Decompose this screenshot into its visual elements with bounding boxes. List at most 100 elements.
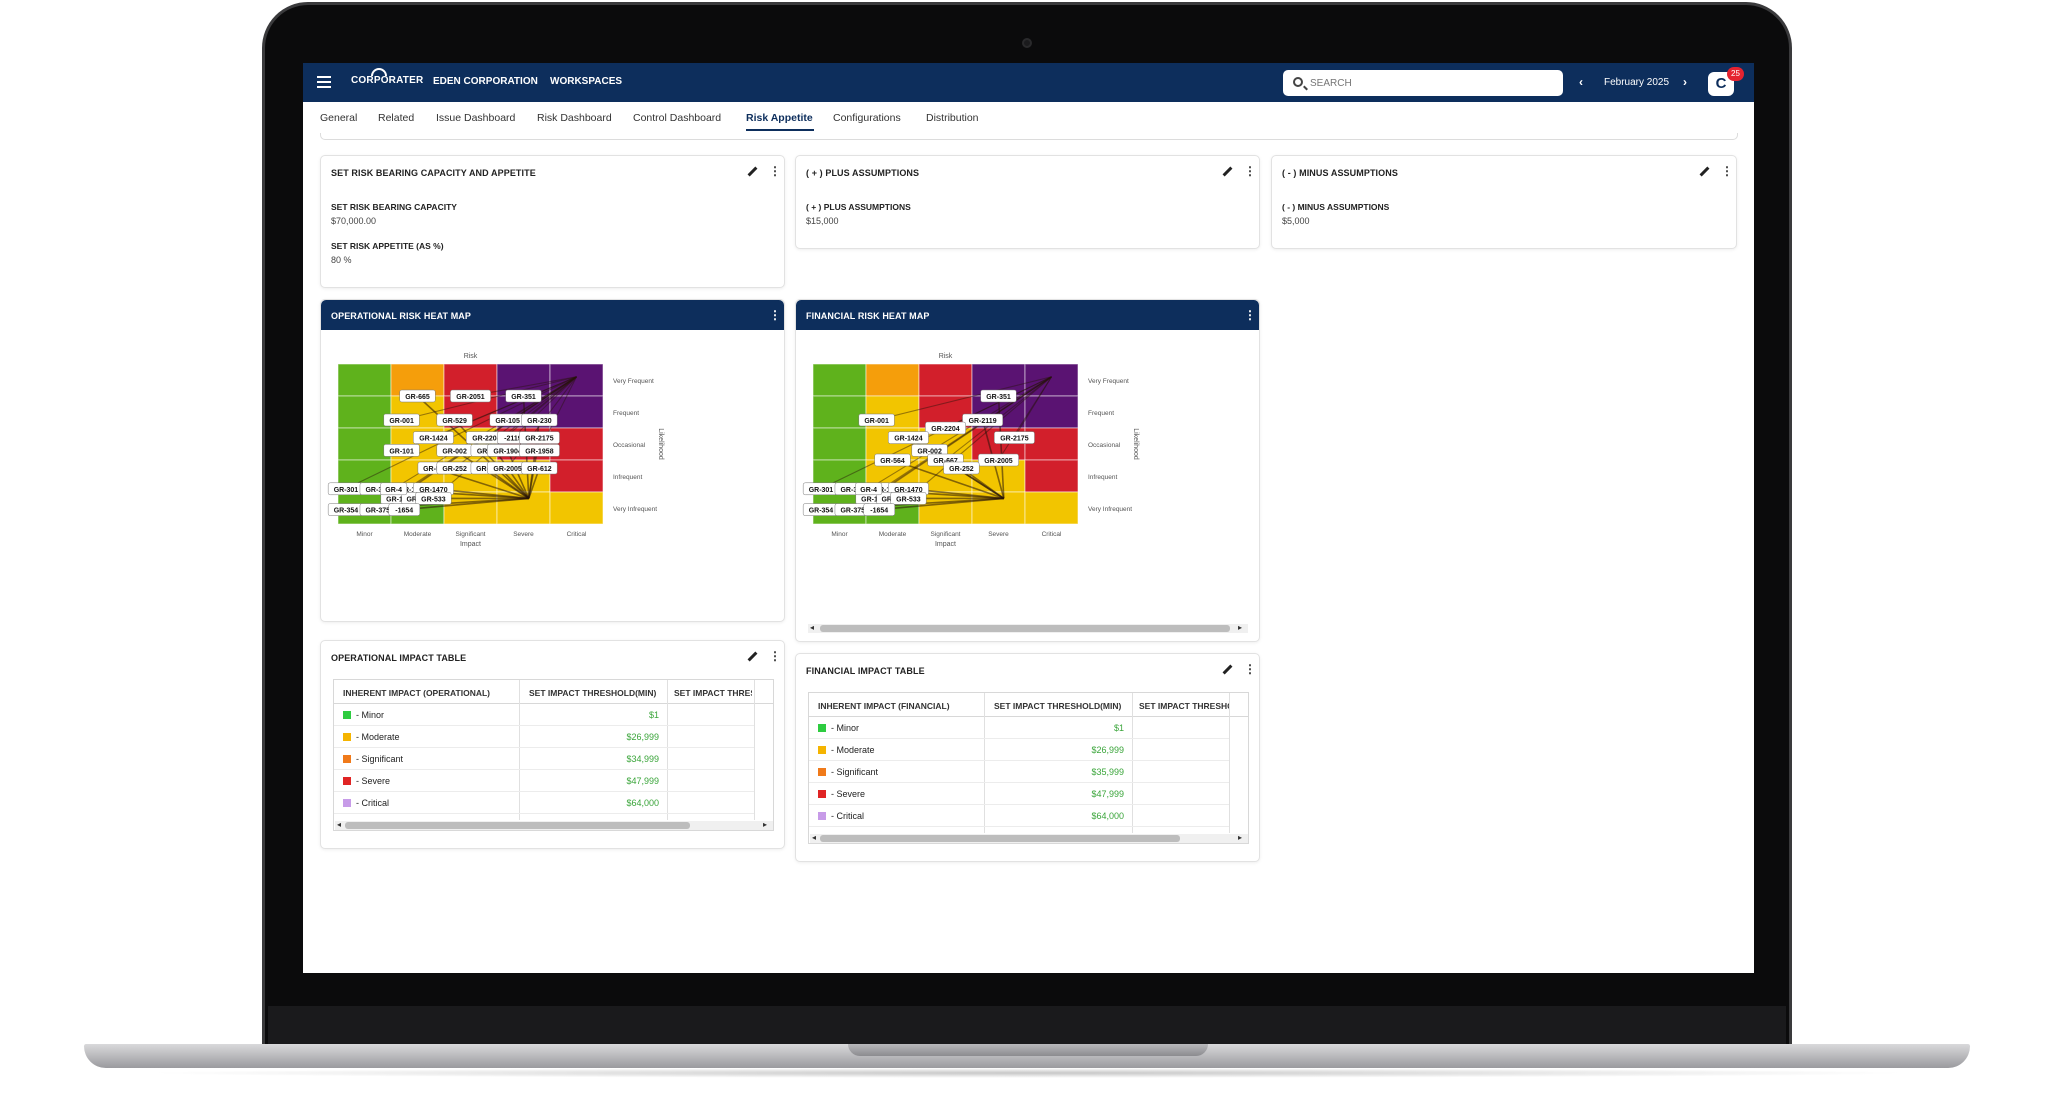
impact-threshold-value: $64,000 xyxy=(1091,811,1124,821)
card-title: FINANCIAL IMPACT TABLE xyxy=(806,666,925,676)
impact-name: - Minor xyxy=(831,723,860,733)
y-tick-label: Frequent xyxy=(613,410,639,417)
search-box[interactable] xyxy=(1283,70,1563,96)
impact-threshold-value: $35,999 xyxy=(1091,767,1124,777)
active-tab-indicator xyxy=(746,129,814,131)
table-row[interactable]: - Severe $47,999 xyxy=(809,783,1229,805)
risk-label: GR-2175 xyxy=(525,436,554,443)
table-row[interactable]: - Critical $64,000 xyxy=(809,805,1229,827)
risk-label: GR-375 xyxy=(840,508,865,515)
risk-label-box xyxy=(399,389,436,403)
more-options-icon[interactable]: ⋮ xyxy=(769,649,781,663)
scrollbar-thumb[interactable] xyxy=(820,625,1230,632)
edit-pencil-icon[interactable] xyxy=(1221,664,1231,674)
risk-label: GR-1470 xyxy=(419,487,448,494)
impact-name: - Moderate xyxy=(356,732,400,742)
risk-label-box xyxy=(380,482,408,496)
previous-period-chevron-icon[interactable]: ‹ xyxy=(1579,75,1583,89)
risk-label: GR-252 xyxy=(949,466,974,473)
impact-threshold-value: $47,999 xyxy=(1091,789,1124,799)
risk-label: GR-354 xyxy=(809,508,834,515)
scroll-left-icon[interactable]: ◂ xyxy=(337,820,342,829)
search-input[interactable] xyxy=(1310,74,1550,92)
heatmap-cell xyxy=(549,363,604,397)
table-row[interactable]: - Severe $47,999 xyxy=(334,770,754,792)
avatar[interactable]: C xyxy=(1708,72,1734,96)
table-row[interactable]: - Minor $1 xyxy=(809,717,1229,739)
scrollbar-thumb[interactable] xyxy=(820,835,1180,842)
column-header[interactable]: SET IMPACT THRESHOLD(MIN) xyxy=(529,688,657,698)
y-tick-label: Infrequent xyxy=(613,474,642,481)
edit-pencil-icon[interactable] xyxy=(1698,166,1708,176)
scroll-right-icon[interactable]: ▸ xyxy=(1238,623,1243,632)
impact-threshold-value: $26,999 xyxy=(1091,745,1124,755)
menu-icon[interactable] xyxy=(317,76,331,88)
table-row[interactable]: - Significant $35,999 xyxy=(809,761,1229,783)
column-header[interactable]: SET IMPACT THRES xyxy=(674,688,752,698)
more-options-icon[interactable]: ⋮ xyxy=(1244,308,1256,322)
column-header[interactable]: SET IMPACT THRESHC xyxy=(1139,701,1229,711)
more-options-icon[interactable]: ⋮ xyxy=(769,164,781,178)
x-tick-label: Moderate xyxy=(404,531,432,538)
more-options-icon[interactable]: ⋮ xyxy=(1244,164,1256,178)
heatmap-cell xyxy=(337,427,392,461)
workspaces-link[interactable]: WORKSPACES xyxy=(550,76,623,87)
tab-configurations[interactable]: Configurations xyxy=(833,112,901,124)
tab-issue-dashboard[interactable]: Issue Dashboard xyxy=(436,112,516,124)
table-row[interactable]: - Critical $64,000 xyxy=(334,792,754,814)
edit-pencil-icon[interactable] xyxy=(746,651,756,661)
column-header[interactable]: SET IMPACT THRESHOLD(MIN) xyxy=(994,701,1122,711)
risk-label-box xyxy=(383,444,420,457)
table-horizontal-scrollbar[interactable]: ◂ ▸ xyxy=(335,820,773,830)
x-tick-label: Minor xyxy=(831,531,848,538)
column-header[interactable]: INHERENT IMPACT (FINANCIAL) xyxy=(818,701,950,711)
brand-logo[interactable]: CORPORATER xyxy=(351,75,424,86)
next-period-chevron-icon[interactable]: › xyxy=(1683,75,1687,89)
impact-color-swatch xyxy=(818,724,826,732)
risk-label-box xyxy=(413,431,454,444)
risk-label: GR-1424 xyxy=(419,436,448,443)
period-selector[interactable]: February 2025 xyxy=(1604,77,1670,88)
table-row[interactable]: - Minor $1 xyxy=(334,704,754,726)
tab-risk-appetite[interactable]: Risk Appetite xyxy=(746,112,813,124)
scroll-left-icon[interactable]: ◂ xyxy=(810,623,815,632)
card-title: ( - ) MINUS ASSUMPTIONS xyxy=(1282,168,1398,178)
scroll-right-icon[interactable]: ▸ xyxy=(1238,833,1243,842)
tab-control-dashboard[interactable]: Control Dashboard xyxy=(633,112,722,124)
more-options-icon[interactable]: ⋮ xyxy=(1721,164,1733,178)
risk-label: GR-2204 xyxy=(472,436,501,443)
heatmap-cell xyxy=(1024,491,1079,525)
table-row[interactable]: - Significant $34,999 xyxy=(334,748,754,770)
tab-risk-dashboard[interactable]: Risk Dashboard xyxy=(537,112,612,124)
table-horizontal-scrollbar[interactable]: ◂ ▸ xyxy=(810,833,1248,843)
operational-heatmap-card: OPERATIONAL RISK HEAT MAP ⋮ Risk GR-665 GR… xyxy=(320,299,785,622)
edit-pencil-icon[interactable] xyxy=(1221,166,1231,176)
x-tick-label: Severe xyxy=(988,531,1009,538)
scrollbar-thumb[interactable] xyxy=(345,822,690,829)
heatmap-cell xyxy=(1024,395,1079,429)
heatmap-cell xyxy=(918,363,973,397)
table-row[interactable]: - Moderate $26,999 xyxy=(334,726,754,748)
heatmap-cell xyxy=(865,363,920,397)
more-options-icon[interactable]: ⋮ xyxy=(769,308,781,322)
y-tick-label: Very Frequent xyxy=(613,378,654,385)
scroll-left-icon[interactable]: ◂ xyxy=(812,833,817,842)
edit-pencil-icon[interactable] xyxy=(746,166,756,176)
table-row[interactable]: - Moderate $26,999 xyxy=(809,739,1229,761)
more-options-icon[interactable]: ⋮ xyxy=(1244,662,1256,676)
column-divider xyxy=(984,693,985,833)
risk-label: GR-002 xyxy=(442,448,467,455)
tab-general[interactable]: General xyxy=(320,112,358,124)
tab-related[interactable]: Related xyxy=(378,112,415,124)
column-header[interactable]: INHERENT IMPACT (OPERATIONAL) xyxy=(343,688,491,698)
scroll-right-icon[interactable]: ▸ xyxy=(763,820,768,829)
heatmap-horizontal-scrollbar[interactable]: ◂ ▸ xyxy=(808,623,1248,633)
risk-label: GR-354 xyxy=(334,508,359,515)
y-tick-label: Occasional xyxy=(613,442,646,449)
tab-distribution[interactable]: Distribution xyxy=(926,112,979,124)
notification-badge[interactable]: 25 xyxy=(1727,67,1744,81)
risk-label: GR-1424 xyxy=(894,436,923,443)
organization-link[interactable]: EDEN CORPORATION xyxy=(433,76,538,87)
risk-label: GR-375 xyxy=(365,508,390,515)
risk-label: GR-301 xyxy=(809,487,834,494)
